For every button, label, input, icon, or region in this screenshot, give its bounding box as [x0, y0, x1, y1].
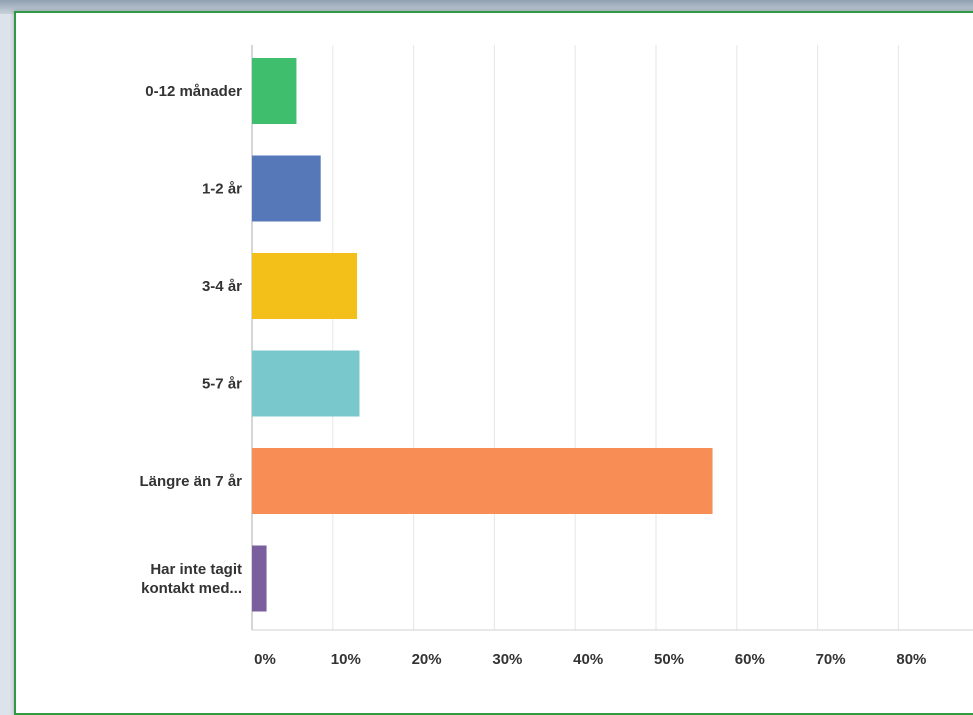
category-label: Längre än 7 år	[139, 473, 242, 490]
bar	[252, 448, 713, 514]
x-tick-label: 10%	[331, 651, 361, 668]
window-top-strip	[0, 0, 973, 14]
category-label: Har inte tagit	[150, 561, 242, 578]
category-label: 5-7 år	[202, 376, 242, 393]
grid-lines	[251, 45, 973, 631]
x-tick-labels: 0%10%20%30%40%50%60%70%80%90%	[254, 651, 926, 668]
x-tick-label: 30%	[492, 651, 522, 668]
x-tick-label: 50%	[654, 651, 684, 668]
bars	[252, 58, 713, 612]
x-tick-label: 80%	[896, 651, 926, 668]
x-tick-label: 0%	[254, 651, 276, 668]
category-labels: 0-12 månader 1-2 år 3-4 år 5-7 år Längre än …	[139, 83, 242, 597]
bar	[252, 545, 267, 612]
x-tick-label: 70%	[816, 651, 846, 668]
category-label: 3-4 år	[202, 278, 242, 295]
x-tick-label: 40%	[573, 651, 603, 668]
category-label: kontakt med...	[141, 580, 242, 597]
bar	[252, 253, 358, 319]
x-tick-label: 60%	[735, 651, 765, 668]
x-tick-label: 20%	[412, 651, 442, 668]
category-label: 0-12 månader	[145, 83, 242, 100]
bar	[252, 58, 297, 124]
category-label: 1-2 år	[202, 181, 242, 198]
bar-chart: 0-12 månader 1-2 år 3-4 år 5-7 år Längre än …	[139, 45, 973, 668]
bar	[252, 155, 321, 222]
bar	[252, 350, 360, 417]
